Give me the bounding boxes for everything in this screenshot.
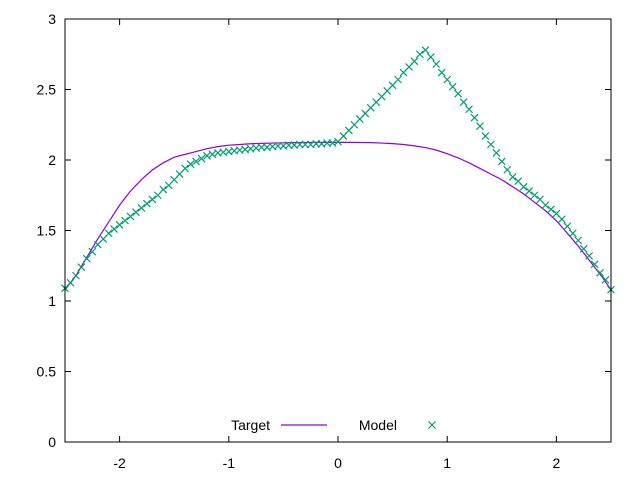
data-point <box>192 157 200 166</box>
data-point <box>110 225 119 234</box>
x-tick-label: 1 <box>443 455 451 471</box>
data-point <box>465 105 473 114</box>
legend-label-target: Target <box>231 417 270 433</box>
data-point <box>181 164 190 173</box>
y-tick-label: 2.5 <box>37 82 57 98</box>
data-point <box>508 172 517 181</box>
y-tick-label: 1.5 <box>37 223 57 239</box>
data-point <box>104 229 113 238</box>
data-point <box>159 185 168 194</box>
y-tick-label: 3 <box>48 11 56 27</box>
y-tick-label: 0 <box>48 434 56 450</box>
data-point <box>443 75 452 84</box>
data-point <box>137 204 146 212</box>
data-point <box>328 139 337 148</box>
data-point <box>590 260 599 269</box>
data-point <box>132 208 140 217</box>
data-point <box>415 50 424 59</box>
data-point <box>142 199 151 208</box>
data-point <box>519 182 528 191</box>
series-points-model <box>61 46 615 294</box>
data-point <box>503 165 512 174</box>
x-tick-label: -2 <box>113 455 126 471</box>
data-point <box>410 57 419 66</box>
data-point <box>481 132 490 140</box>
x-tick-label: -1 <box>223 455 236 471</box>
data-point <box>88 247 97 256</box>
data-point <box>77 263 86 272</box>
data-point <box>470 113 479 122</box>
data-point <box>454 89 463 98</box>
data-point <box>579 244 588 253</box>
data-point <box>421 46 430 54</box>
data-point <box>492 149 501 157</box>
data-point <box>126 212 135 221</box>
tick-layer: -2 -1 0 1 2 0 0.5 1 1.5 2 2.5 3 <box>37 11 611 471</box>
data-point <box>497 157 506 166</box>
y-tick-label: 0.5 <box>37 364 57 380</box>
legend-swatch-model <box>428 421 436 429</box>
x-tick-label: 2 <box>553 455 561 471</box>
data-point <box>148 195 157 204</box>
data-point <box>568 229 577 238</box>
data-point <box>208 150 217 159</box>
legend: Target Model <box>231 417 436 433</box>
data-point <box>585 251 594 260</box>
x-tick-label: 0 <box>334 455 342 471</box>
data-point <box>71 271 80 280</box>
y-tick-label: 1 <box>48 293 56 309</box>
data-point <box>557 215 566 224</box>
data-point <box>121 216 129 225</box>
data-point <box>459 98 468 107</box>
data-point <box>530 191 539 200</box>
data-point <box>66 278 75 287</box>
data-point <box>426 53 435 61</box>
data-point <box>186 160 195 169</box>
data-point <box>115 220 124 229</box>
data-point <box>525 187 534 195</box>
legend-label-model: Model <box>359 417 397 433</box>
data-point <box>394 75 402 84</box>
data-point <box>432 60 441 69</box>
data-point <box>82 254 91 263</box>
data-point <box>486 140 495 149</box>
data-point <box>197 154 206 163</box>
series-line-target <box>64 141 612 291</box>
y-tick-label: 2 <box>48 152 56 168</box>
data-point <box>541 201 550 210</box>
data-point <box>563 222 572 231</box>
data-point <box>476 122 484 131</box>
series-layer <box>61 46 615 294</box>
data-point <box>574 236 583 245</box>
data-point <box>448 82 457 91</box>
data-point <box>437 68 446 77</box>
data-point <box>596 268 605 277</box>
plot-frame <box>64 18 612 443</box>
data-point <box>601 275 610 284</box>
data-point <box>547 205 555 214</box>
